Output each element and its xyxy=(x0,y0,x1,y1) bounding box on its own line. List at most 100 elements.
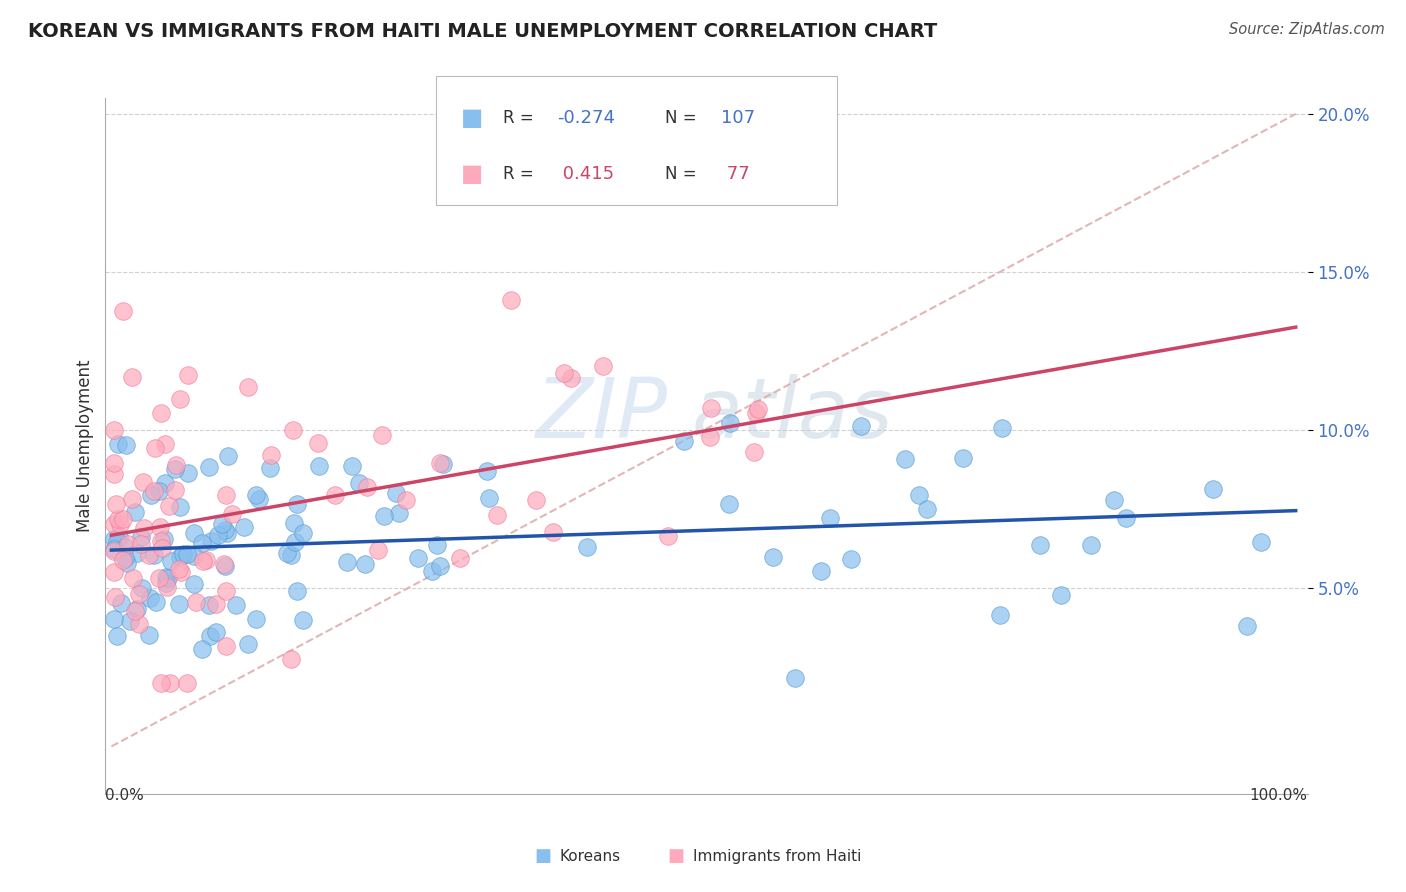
Point xyxy=(150,541,173,555)
Point xyxy=(155,576,177,591)
Point xyxy=(160,554,183,568)
Y-axis label: Male Unemployment: Male Unemployment xyxy=(76,359,94,533)
Point xyxy=(138,591,160,606)
Point xyxy=(129,530,152,544)
Point xyxy=(285,584,308,599)
Point xyxy=(115,556,138,570)
Point xyxy=(148,483,170,498)
Point xyxy=(292,526,315,541)
Point xyxy=(177,368,200,383)
Point xyxy=(245,612,267,626)
Point xyxy=(810,564,832,578)
Point xyxy=(245,488,267,502)
Point xyxy=(200,629,222,643)
Point xyxy=(190,535,212,549)
Point xyxy=(103,612,125,626)
Point xyxy=(259,448,281,462)
Point xyxy=(280,652,302,666)
Point xyxy=(149,534,172,549)
Point xyxy=(176,676,198,690)
Point xyxy=(169,500,191,514)
Point xyxy=(247,492,270,507)
Text: ■: ■ xyxy=(461,162,484,186)
Point xyxy=(384,485,406,500)
Point xyxy=(342,458,364,473)
Point xyxy=(449,550,471,565)
Point xyxy=(124,505,146,519)
Text: Immigrants from Haiti: Immigrants from Haiti xyxy=(693,849,862,863)
Point xyxy=(233,520,256,534)
Point xyxy=(657,529,679,543)
Point xyxy=(673,434,696,448)
Point xyxy=(560,371,582,385)
Point xyxy=(373,509,395,524)
Point xyxy=(149,406,172,420)
Text: Koreans: Koreans xyxy=(560,849,620,863)
Point xyxy=(127,546,149,560)
Text: atlas: atlas xyxy=(692,374,893,455)
Point xyxy=(215,526,238,541)
Point xyxy=(105,533,128,548)
Point xyxy=(718,417,741,431)
Point xyxy=(215,488,238,502)
Text: ■: ■ xyxy=(461,106,484,129)
Point xyxy=(280,549,302,563)
Point xyxy=(131,475,153,490)
Point xyxy=(524,493,547,508)
Point xyxy=(105,497,128,511)
Text: R =: R = xyxy=(503,165,534,183)
Point xyxy=(205,625,228,640)
Point xyxy=(107,530,129,544)
Point xyxy=(1115,511,1137,525)
Point xyxy=(169,392,191,407)
Point xyxy=(103,467,125,481)
Text: 0.0%: 0.0% xyxy=(105,788,145,803)
Point xyxy=(169,562,191,576)
Point xyxy=(165,483,187,497)
Point xyxy=(276,547,298,561)
Point xyxy=(699,430,721,444)
Point xyxy=(138,548,160,562)
Point xyxy=(111,304,134,318)
Point xyxy=(432,457,454,471)
Point xyxy=(915,502,938,516)
Point xyxy=(157,500,180,514)
Text: Source: ZipAtlas.com: Source: ZipAtlas.com xyxy=(1229,22,1385,37)
Point xyxy=(259,461,281,475)
Point xyxy=(155,437,177,451)
Point xyxy=(747,401,769,416)
Point xyxy=(283,516,305,530)
Point xyxy=(406,551,429,566)
Point xyxy=(193,554,215,568)
Point xyxy=(114,551,136,566)
Point xyxy=(167,597,190,611)
Point xyxy=(1250,534,1272,549)
Point xyxy=(149,520,172,534)
Point xyxy=(111,552,134,566)
Point xyxy=(1080,538,1102,552)
Point xyxy=(157,571,180,585)
Point xyxy=(908,488,931,502)
Point xyxy=(307,436,329,450)
Point xyxy=(103,424,125,438)
Point xyxy=(156,580,179,594)
Point xyxy=(225,599,247,613)
Point xyxy=(285,498,308,512)
Point xyxy=(988,607,1011,622)
Point xyxy=(991,421,1014,435)
Text: 0.415: 0.415 xyxy=(557,165,614,183)
Point xyxy=(429,456,451,470)
Point xyxy=(107,512,129,526)
Point xyxy=(110,517,132,532)
Point xyxy=(122,571,145,585)
Point xyxy=(110,597,132,611)
Point xyxy=(149,676,172,690)
Point xyxy=(153,476,176,491)
Point xyxy=(952,450,974,465)
Point xyxy=(553,366,575,380)
Point xyxy=(103,543,125,558)
Text: N =: N = xyxy=(665,109,696,127)
Point xyxy=(215,583,238,598)
Point xyxy=(143,442,166,456)
Point xyxy=(371,427,394,442)
